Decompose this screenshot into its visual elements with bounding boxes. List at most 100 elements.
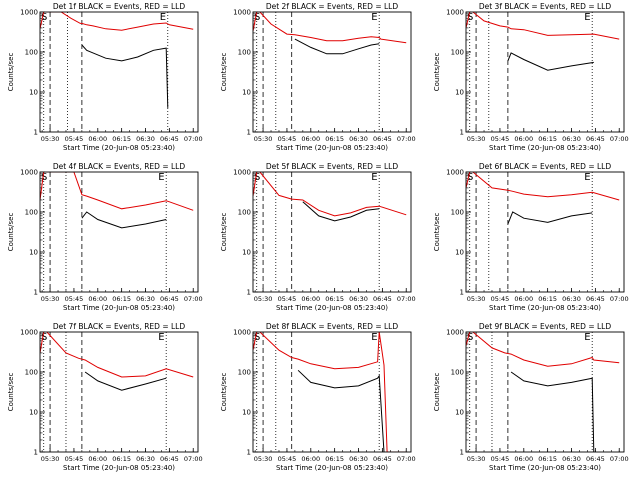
lld-series-line [40, 12, 194, 31]
x-tick-label: 06:00 [514, 455, 533, 463]
y-tick-label: 100 [238, 49, 251, 57]
x-tick-label: 06:30 [562, 295, 581, 303]
y-tick-label: 1000 [233, 9, 251, 17]
x-tick-label: 07:00 [397, 455, 416, 463]
y-tick-label: 100 [238, 209, 251, 217]
start-marker: S [254, 172, 260, 183]
x-axis-label: Start Time (20-Jun-08 05:23:40) [63, 464, 175, 472]
detector-panel: Det 6f BLACK = Events, RED = LLD 1000 100 1… [433, 162, 629, 312]
start-marker: S [467, 332, 473, 343]
plot-frame [252, 171, 412, 293]
plot-frame [465, 11, 625, 133]
y-axis-label: Counts/sec [220, 213, 228, 252]
x-tick-label: 06:45 [373, 135, 392, 143]
x-tick-label: 06:00 [301, 135, 320, 143]
x-tick-label: 05:45 [491, 135, 510, 143]
vertical-markers [469, 332, 593, 452]
y-tick-label: 1 [34, 289, 38, 297]
end-marker: E [584, 172, 590, 183]
y-tick-label: 1000 [20, 9, 38, 17]
x-tick-label: 06:30 [136, 455, 155, 463]
x-tick-label: 07:00 [184, 295, 203, 303]
series-group [253, 172, 407, 222]
x-tick-label: 06:30 [349, 455, 368, 463]
y-axis-label: Counts/sec [7, 373, 15, 412]
vertical-markers [256, 172, 380, 292]
events-series-line [294, 38, 380, 55]
x-tick-label: 05:45 [65, 455, 84, 463]
plot-frame [465, 331, 625, 453]
y-tick-label: 10 [455, 249, 464, 257]
y-tick-label: 1 [247, 289, 251, 297]
x-axis-label: Start Time (20-Jun-08 05:23:40) [63, 144, 175, 152]
plot-frame [252, 11, 412, 133]
y-tick-label: 1000 [233, 329, 251, 337]
y-tick-label: 10 [242, 409, 251, 417]
end-marker: E [584, 332, 590, 343]
x-axis-label: Start Time (20-Jun-08 05:23:40) [489, 464, 601, 472]
x-tick-label: 06:30 [349, 295, 368, 303]
detector-panel: Det 1f BLACK = Events, RED = LLD 1000 100 1… [7, 2, 203, 152]
detector-panel: Det 9f BLACK = Events, RED = LLD 1000 100 1… [433, 322, 629, 472]
x-tick-label: 05:45 [491, 295, 510, 303]
x-tick-label: 07:00 [184, 135, 203, 143]
x-tick-label: 06:00 [514, 295, 533, 303]
x-tick-label: 05:30 [254, 135, 273, 143]
x-tick-label: 06:15 [112, 295, 131, 303]
x-tick-label: 05:30 [254, 295, 273, 303]
x-tick-label: 06:30 [136, 295, 155, 303]
panel-title: Det 8f BLACK = Events, RED = LLD [266, 322, 399, 331]
series-group [40, 172, 194, 229]
x-tick-label: 06:00 [88, 135, 107, 143]
x-tick-label: 07:00 [610, 135, 629, 143]
x-tick-label: 06:00 [301, 295, 320, 303]
x-axis-label: Start Time (20-Jun-08 05:23:40) [63, 304, 175, 312]
lld-series-line [466, 12, 620, 40]
x-tick-label: 06:00 [514, 135, 533, 143]
start-marker: S [467, 12, 473, 23]
y-tick-label: 10 [455, 409, 464, 417]
plot-frame [465, 171, 625, 293]
x-axis-label: Start Time (20-Jun-08 05:23:40) [276, 464, 388, 472]
x-tick-label: 05:30 [467, 295, 486, 303]
x-tick-label: 06:30 [562, 455, 581, 463]
vertical-markers [469, 12, 593, 132]
events-series-line [507, 52, 594, 71]
x-tick-label: 06:15 [325, 135, 344, 143]
x-tick-label: 06:45 [586, 135, 605, 143]
y-tick-label: 10 [242, 89, 251, 97]
x-tick-label: 06:15 [538, 455, 557, 463]
series-group [253, 12, 407, 55]
start-marker: S [467, 172, 473, 183]
y-tick-label: 100 [451, 209, 464, 217]
x-tick-label: 05:45 [278, 295, 297, 303]
x-tick-label: 05:30 [467, 135, 486, 143]
x-tick-label: 05:30 [41, 295, 60, 303]
end-marker: E [371, 172, 377, 183]
y-tick-label: 100 [451, 369, 464, 377]
end-marker: E [160, 12, 166, 23]
x-tick-label: 07:00 [397, 135, 416, 143]
y-axis-label: Counts/sec [220, 53, 228, 92]
events-series-line [84, 371, 167, 391]
x-tick-label: 06:15 [112, 455, 131, 463]
series-group [40, 12, 194, 108]
vertical-markers [256, 332, 380, 452]
events-series-line [81, 211, 167, 229]
detector-panel: Det 4f BLACK = Events, RED = LLD 1000 100 1… [7, 162, 203, 312]
x-tick-label: 05:45 [491, 455, 510, 463]
x-axis-label: Start Time (20-Jun-08 05:23:40) [276, 304, 388, 312]
y-tick-label: 1 [247, 129, 251, 137]
x-tick-label: 06:45 [373, 295, 392, 303]
lld-series-line [253, 172, 407, 217]
end-marker: E [371, 332, 377, 343]
x-tick-label: 06:15 [325, 455, 344, 463]
y-axis-label: Counts/sec [433, 213, 441, 252]
y-tick-label: 100 [25, 369, 38, 377]
plot-frame [39, 331, 199, 453]
panel-title: Det 5f BLACK = Events, RED = LLD [266, 162, 399, 171]
y-tick-label: 100 [25, 209, 38, 217]
y-tick-label: 1000 [446, 169, 464, 177]
series-group [466, 172, 620, 225]
